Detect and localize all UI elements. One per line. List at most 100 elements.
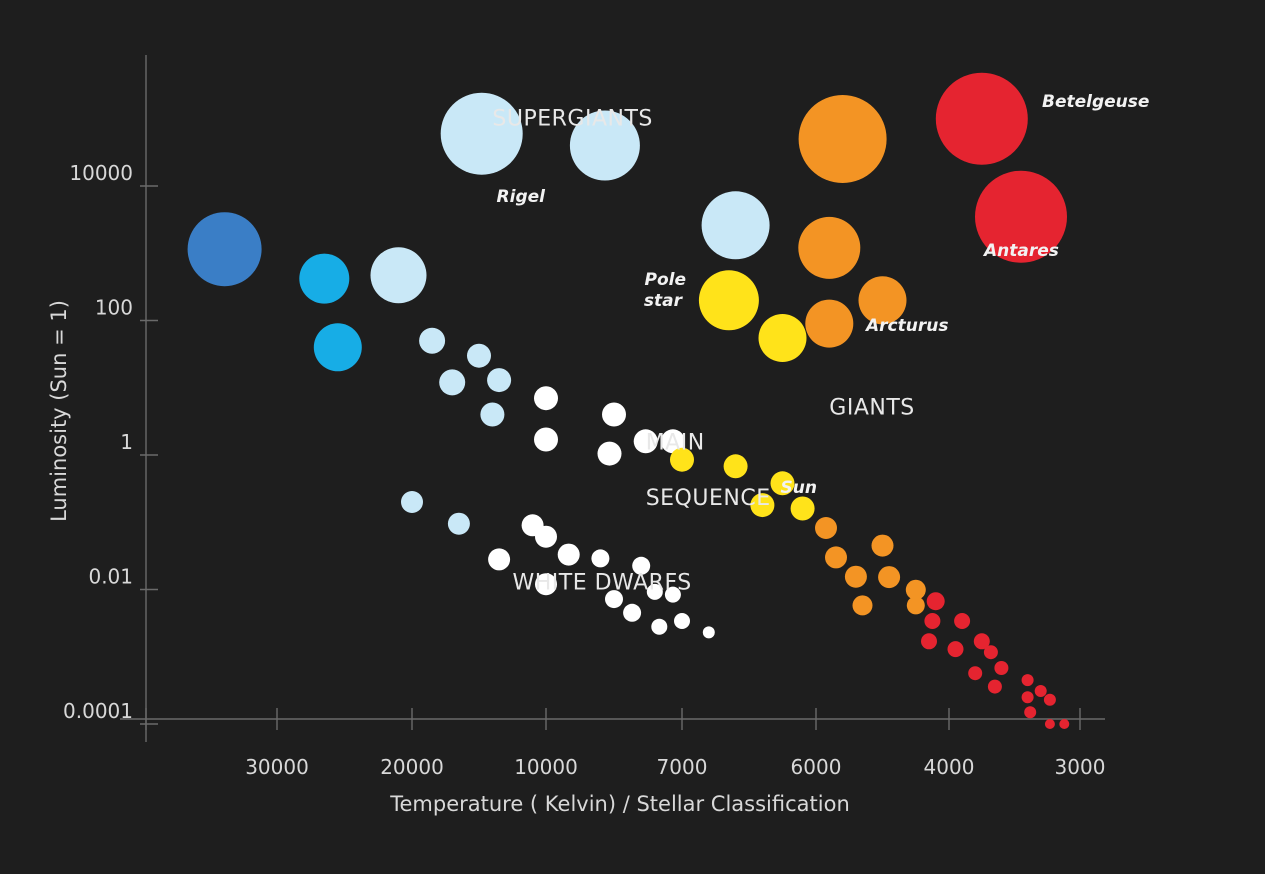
star-point [557,543,580,566]
star-point [467,343,491,368]
star-point [702,626,715,639]
star-point [805,299,854,348]
star-point [488,548,511,571]
star-point [701,191,770,260]
star-point [591,549,610,568]
star-point [935,72,1028,165]
star-point [1021,674,1034,687]
y-tick-label: 100 [95,296,133,320]
star-point [447,512,470,535]
y-axis-ticks: 10000 100 1 0.01 0.0001 [63,161,158,725]
star-point [698,270,759,331]
x-axis-ticks: 30000 20000 10000 7000 6000 4000 3000 [145,708,1106,779]
region-label: GIANTS [829,396,914,421]
star-point [313,323,362,372]
star-point [646,583,663,600]
star-point [660,429,685,454]
star-point [633,429,658,454]
star-point [439,369,466,396]
star-point [535,573,557,596]
star-point [905,579,926,600]
x-tick-label: 20000 [380,755,444,779]
star-point [924,613,941,629]
star-point [815,517,837,539]
star-point [670,447,694,472]
star-point [674,613,690,629]
star-point [419,327,446,354]
x-tick-label: 3000 [1055,755,1106,779]
star-point [1043,693,1056,706]
star-point [858,276,907,325]
star-point [299,253,350,304]
x-tick-label: 7000 [657,755,708,779]
region-label: WHITE DWARFS [513,571,692,596]
star-name-label: Sun [781,478,817,498]
star-point [664,586,681,603]
y-tick-label: 10000 [69,161,133,185]
star-point [1024,706,1037,719]
star-point [534,386,558,411]
star-point [798,95,887,183]
region-label: SEQUENCE [646,486,771,511]
star-point [1044,719,1055,729]
star-point [968,666,983,681]
star-point [401,491,423,513]
region-label: SUPERGIANTS [492,106,652,131]
star-point [632,556,651,575]
region-labels: SUPERGIANTS GIANTS MAIN SEQUENCE WHITE DWARF… [492,106,914,595]
star-point [994,661,1009,675]
star-name-label: Pole star [644,270,686,311]
star-point [758,314,807,362]
star-point [770,471,795,496]
star-point [852,595,873,616]
star-point [370,247,427,304]
star-name-label: Arcturus [864,316,948,336]
star-point [987,679,1002,694]
x-tick-label: 30000 [245,755,309,779]
star-point [187,212,262,287]
star-point [975,170,1067,263]
star-point [602,402,626,427]
star-point [605,590,623,609]
star-point [921,633,937,650]
star-point [926,592,945,611]
star-point [947,641,964,658]
star-name-label: Rigel [497,187,547,207]
star-point [623,603,642,622]
star-point [825,546,847,569]
star-point [1059,719,1070,729]
star-point [535,525,557,548]
y-axis-title: Luminosity (Sun = 1) [47,300,71,522]
star-point [440,92,523,175]
star-name-labels: Betelgeuse Antares Rigel Pole star Arcturus Su… [497,92,1150,498]
x-tick-label: 6000 [791,755,842,779]
star-point [723,454,748,479]
star-point [569,110,640,181]
y-tick-label: 0.01 [88,565,133,589]
star-point [973,633,990,650]
star-point [1021,691,1034,704]
star-markers [187,72,1070,729]
y-tick-label: 1 [120,430,133,454]
star-name-label: Antares [982,241,1059,261]
star-point [1034,685,1047,697]
star-point [844,565,867,588]
star-point [878,566,901,589]
star-point [597,441,622,466]
region-label: MAIN [646,431,705,456]
star-point [651,618,668,635]
star-point [534,427,558,452]
star-point [790,496,815,521]
star-name-label: Betelgeuse [1042,92,1149,112]
star-point [983,645,998,660]
x-axis-title: Temperature ( Kelvin) / Stellar Classifi… [389,792,850,816]
star-point [906,596,925,615]
star-point [750,493,775,518]
star-point [487,368,512,393]
star-point [798,216,861,279]
star-point [480,402,505,427]
x-tick-label: 4000 [924,755,975,779]
star-point [871,534,894,557]
